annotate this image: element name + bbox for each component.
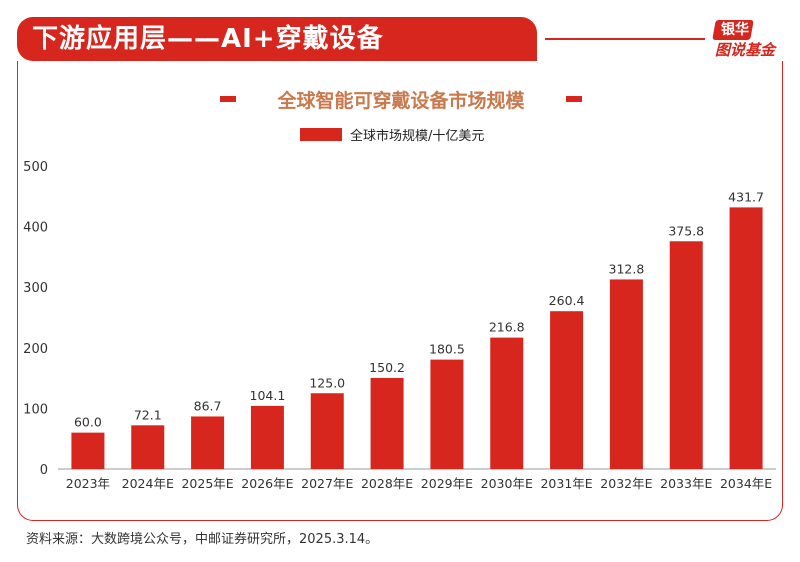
- bar: [310, 393, 344, 469]
- page-title: 下游应用层——AI+穿戴设备: [32, 24, 384, 54]
- title-deco-left: [220, 96, 236, 102]
- legend-label: 全球市场规模/十亿美元: [350, 128, 484, 144]
- data-label: 375.8: [668, 223, 704, 238]
- data-label: 125.0: [309, 375, 345, 390]
- data-label: 86.7: [194, 398, 222, 413]
- title-deco-right: [566, 96, 582, 102]
- bar: [430, 359, 464, 469]
- data-label: 260.4: [549, 293, 585, 308]
- data-label: 312.8: [609, 261, 645, 276]
- x-tick-label: 2030年E: [481, 476, 533, 491]
- chart-title: 全球智能可穿戴设备市场规模: [276, 89, 525, 112]
- logo-text-bottom: 图说基金: [714, 41, 775, 59]
- data-label: 72.1: [134, 407, 162, 422]
- chart-panel: [17, 61, 783, 521]
- x-tick-label: 2034年E: [720, 476, 772, 491]
- x-tick-label: 2027年E: [301, 476, 353, 491]
- header-divider: [545, 38, 705, 40]
- bar: [250, 405, 284, 469]
- x-tick-label: 2025年E: [181, 476, 233, 491]
- y-tick-label: 500: [23, 160, 48, 175]
- bar: [550, 311, 584, 469]
- x-tick-label: 2028年E: [361, 476, 413, 491]
- bar: [669, 241, 703, 469]
- x-tick-label: 2023年: [66, 476, 110, 491]
- x-tick-label: 2026年E: [241, 476, 293, 491]
- y-tick-label: 400: [23, 221, 48, 236]
- y-tick-label: 200: [23, 342, 48, 357]
- data-label: 216.8: [489, 320, 525, 335]
- source-note: 资料来源：大数跨境公众号，中邮证券研究所，2025.3.14。: [26, 532, 379, 547]
- x-tick-label: 2024年E: [122, 476, 174, 491]
- y-tick-label: 300: [23, 281, 48, 296]
- header-bar: [17, 17, 537, 61]
- x-tick-label: 2031年E: [540, 476, 592, 491]
- data-label: 180.5: [429, 342, 465, 357]
- y-tick-label: 100: [23, 402, 48, 417]
- data-label: 431.7: [728, 189, 764, 204]
- bar: [729, 207, 763, 469]
- data-label: 104.1: [250, 388, 286, 403]
- data-label: 60.0: [74, 415, 102, 430]
- bar: [490, 337, 524, 469]
- legend-swatch: [300, 128, 342, 141]
- bar: [191, 416, 225, 469]
- logo-text-top: 银华: [721, 22, 749, 38]
- bar: [609, 279, 643, 469]
- y-tick-label: 0: [40, 463, 48, 478]
- bar: [370, 377, 404, 469]
- bar: [131, 425, 165, 469]
- x-tick-label: 2029年E: [421, 476, 473, 491]
- data-label: 150.2: [369, 360, 405, 375]
- x-tick-label: 2032年E: [600, 476, 652, 491]
- x-tick-label: 2033年E: [660, 476, 712, 491]
- bar: [71, 432, 105, 469]
